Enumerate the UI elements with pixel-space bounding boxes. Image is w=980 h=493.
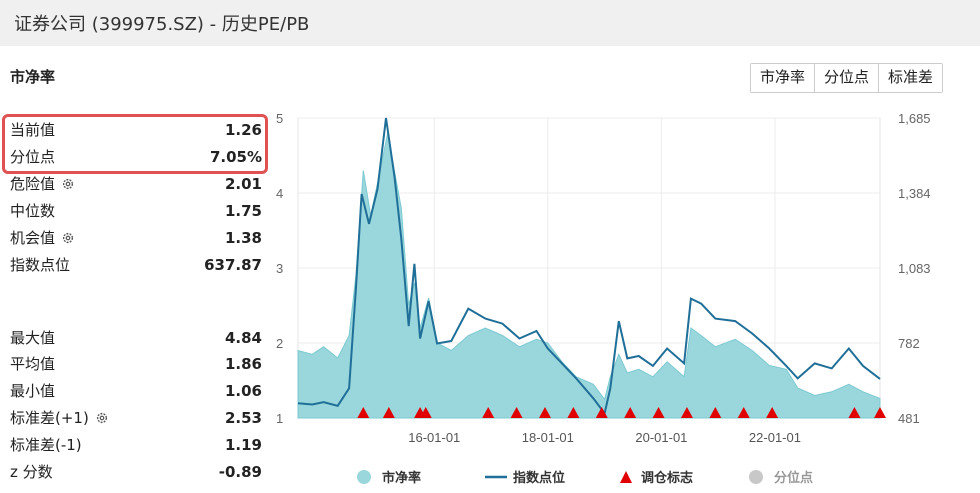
pb-area [297, 132, 881, 419]
legend-pb[interactable]: 市净率 [356, 467, 421, 486]
rebalance-mark [482, 407, 495, 418]
stat-label: 标准差(-1) [10, 436, 82, 454]
left-axis-tick-label: 4 [276, 186, 283, 201]
stat-value: -0.89 [218, 463, 262, 481]
left-axis-tick-label: 3 [276, 261, 283, 276]
right-axis-labels: 481 782 1,083 1,384 1,685 [898, 111, 931, 426]
stat-value: 2.53 [224, 409, 262, 427]
stat-value: 1.19 [224, 436, 262, 454]
stat-label: 机会值 [10, 229, 56, 247]
stat-label: 平均值 [10, 355, 56, 373]
section-title: 市净率 [10, 68, 56, 86]
tab-percentile[interactable]: 分位点 [815, 64, 880, 92]
stat-label-wrap: 机会值 [10, 226, 75, 250]
right-axis-tick-label: 1,685 [898, 111, 931, 126]
stat-label: 分位点 [10, 148, 56, 166]
stat-min: 最小值 1.06 [10, 379, 262, 403]
rebalance-mark [652, 407, 665, 418]
stat-current: 当前值 1.26 [10, 118, 262, 142]
stat-label: 中位数 [10, 202, 56, 220]
rebalance-triangle-icon [620, 470, 632, 483]
stat-label-wrap: 危险值 [10, 172, 75, 196]
tab-pb[interactable]: 市净率 [751, 64, 816, 92]
rebalance-mark [567, 407, 580, 418]
page-title: 证券公司 (399975.SZ) - 历史PE/PB [14, 14, 310, 35]
x-axis-tick-label: 18-01-01 [522, 430, 574, 445]
stat-max: 最大值 4.84 [10, 326, 262, 350]
stat-value: 1.06 [224, 382, 262, 400]
legend-index[interactable]: 指数点位 [485, 467, 565, 486]
gear-icon[interactable] [95, 411, 109, 425]
right-axis-tick-label: 1,083 [898, 261, 931, 276]
x-axis-tick-label: 20-01-01 [635, 430, 687, 445]
gear-icon[interactable] [61, 231, 75, 245]
stat-value: 1.38 [224, 229, 262, 247]
rebalance-mark [538, 407, 551, 418]
legend-label: 分位点 [774, 471, 814, 486]
stat-index-points: 指数点位 637.87 [10, 253, 262, 277]
rebalance-mark [848, 407, 861, 418]
stat-value: 7.05% [209, 148, 262, 166]
x-axis-tick-label: 16-01-01 [408, 430, 460, 445]
rebalance-mark [874, 407, 886, 418]
rebalance-mark [680, 407, 693, 418]
stat-value: 1.26 [224, 121, 262, 139]
legend-rebalance[interactable]: 调仓标志 [619, 467, 693, 486]
rebalance-mark [595, 407, 608, 418]
rebalance-mark [382, 407, 395, 418]
stat-label: 当前值 [10, 121, 56, 139]
rebalance-mark [419, 407, 432, 418]
rebalance-mark [709, 407, 722, 418]
stat-percentile: 分位点 7.05% [10, 145, 262, 169]
left-axis-tick-label: 2 [276, 336, 283, 351]
current-value-highlight [2, 114, 268, 174]
stat-mean: 平均值 1.86 [10, 352, 262, 376]
right-axis-tick-label: 1,384 [898, 186, 931, 201]
rebalance-mark [510, 407, 523, 418]
stat-opportunity: 机会值 1.38 [10, 226, 262, 250]
stat-label-wrap: 标准差(+1) [10, 406, 109, 430]
index-line [297, 117, 881, 416]
stat-danger: 危险值 2.01 [10, 172, 262, 196]
stat-label: z 分数 [10, 463, 53, 481]
view-tabs: 市净率 分位点 标准差 [750, 63, 944, 93]
stat-zscore: z 分数 -0.89 [10, 460, 262, 484]
rebalance-mark [737, 407, 750, 418]
legend-label: 市净率 [382, 471, 422, 486]
index-legend-line-icon [485, 475, 507, 478]
rebalance-mark [766, 407, 779, 418]
rebalance-mark [357, 407, 370, 418]
stat-value: 2.01 [224, 175, 262, 193]
pb-legend-dot-icon [357, 469, 371, 484]
percentile-legend-dot-icon [749, 469, 763, 484]
page-header: 证券公司 (399975.SZ) - 历史PE/PB [0, 0, 980, 46]
pb-chart: 1 2 3 4 5 481 782 1,083 1,384 1,685 16-01-01 18-0… [276, 111, 931, 445]
x-axis-tick-label: 22-01-01 [749, 430, 801, 445]
gear-icon[interactable] [61, 177, 75, 191]
stat-std-plus: 标准差(+1) 2.53 [10, 406, 262, 430]
rebalance-mark [624, 407, 637, 418]
stat-label: 标准差(+1) [10, 409, 89, 427]
right-axis-tick-label: 481 [898, 411, 920, 426]
left-axis-tick-label: 1 [276, 411, 283, 426]
stat-value: 1.75 [224, 202, 262, 220]
stat-value: 637.87 [204, 256, 262, 274]
left-axis-tick-label: 5 [276, 111, 283, 126]
x-axis-labels: 16-01-01 18-01-01 20-01-01 22-01-01 [408, 430, 801, 445]
right-axis-tick-label: 782 [898, 336, 920, 351]
stat-median: 中位数 1.75 [10, 199, 262, 223]
legend-label: 调仓标志 [641, 471, 694, 486]
tab-std[interactable]: 标准差 [879, 64, 943, 92]
rebalance-marks [357, 407, 886, 418]
stat-value: 1.86 [224, 355, 262, 373]
stat-std-minus: 标准差(-1) 1.19 [10, 433, 262, 457]
stat-label: 危险值 [10, 175, 56, 193]
stat-value: 4.84 [224, 329, 262, 347]
stat-label: 最大值 [10, 329, 56, 347]
legend-percentile[interactable]: 分位点 [748, 467, 813, 486]
legend-label: 指数点位 [513, 471, 566, 486]
stat-label: 指数点位 [10, 256, 71, 274]
left-axis-labels: 1 2 3 4 5 [276, 111, 283, 426]
stat-label: 最小值 [10, 382, 56, 400]
